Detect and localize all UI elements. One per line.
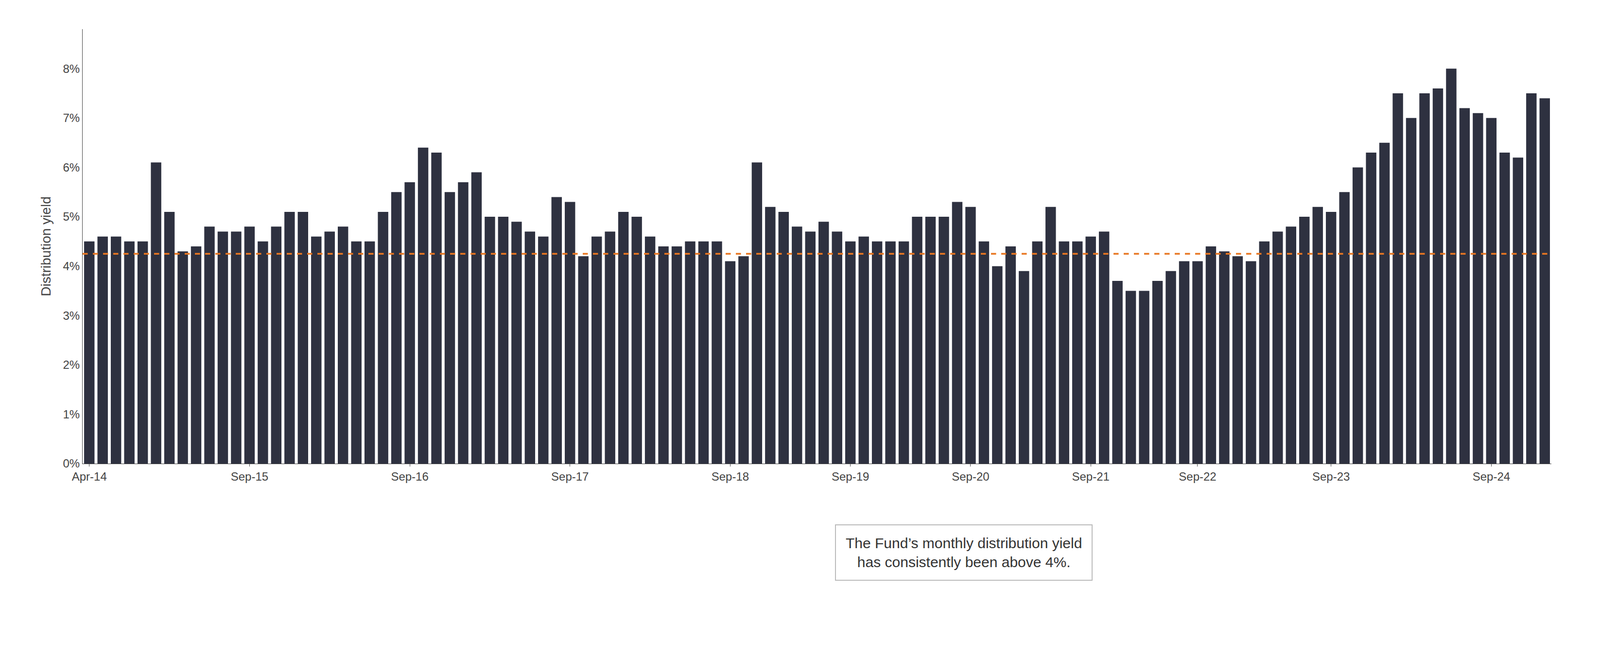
svg-text:6%: 6% xyxy=(63,160,81,174)
svg-text:1%: 1% xyxy=(63,407,81,421)
svg-text:Sep-17: Sep-17 xyxy=(551,469,589,484)
svg-text:Sep-16: Sep-16 xyxy=(390,469,429,484)
svg-text:4%: 4% xyxy=(63,259,81,273)
svg-text:Sep-23: Sep-23 xyxy=(1312,469,1350,484)
svg-text:Distribution yield: Distribution yield xyxy=(38,196,54,296)
svg-text:0%: 0% xyxy=(63,456,81,470)
svg-text:Sep-19: Sep-19 xyxy=(831,469,870,484)
svg-text:Sep-20: Sep-20 xyxy=(951,469,990,484)
svg-text:The Fund’s monthly distributio: The Fund’s monthly distribution yieldhas… xyxy=(845,535,1082,571)
svg-text:8%: 8% xyxy=(63,62,81,76)
svg-text:Sep-24: Sep-24 xyxy=(1472,469,1511,484)
svg-text:Sep-18: Sep-18 xyxy=(711,469,749,484)
svg-text:Sep-22: Sep-22 xyxy=(1178,469,1217,484)
svg-text:7%: 7% xyxy=(63,111,81,125)
svg-text:3%: 3% xyxy=(63,309,81,323)
svg-text:Apr-14: Apr-14 xyxy=(71,469,107,484)
svg-text:Sep-21: Sep-21 xyxy=(1071,469,1110,484)
svg-text:Sep-15: Sep-15 xyxy=(230,469,269,484)
svg-text:2%: 2% xyxy=(63,358,81,372)
svg-text:5%: 5% xyxy=(63,209,81,224)
